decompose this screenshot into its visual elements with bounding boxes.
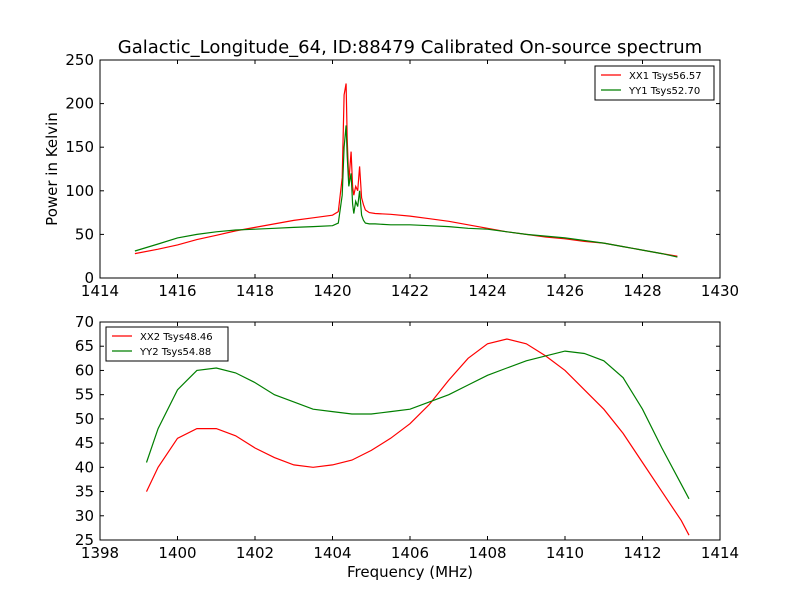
- top-x-tick-label: 1416: [158, 282, 196, 300]
- bottom-panel: 1398 1400 1402 1404 1406 1408 1410 1412 1414 25 30…: [75, 313, 739, 581]
- bottom-y-tick-label: 65: [75, 337, 94, 355]
- bottom-legend-label-1: XX2 Tsys48.46: [140, 332, 213, 343]
- top-legend-box: [594, 65, 715, 101]
- top-y-tick-label: 200: [65, 95, 94, 113]
- bottom-y-tick-label: 60: [75, 361, 94, 379]
- bottom-x-tick-label: 1402: [236, 544, 274, 562]
- bottom-x-axis-label: Frequency (MHz): [347, 563, 473, 581]
- bottom-y-tick-label: 55: [75, 386, 94, 404]
- bottom-y-tick-label: 40: [75, 458, 94, 476]
- top-x-tick-label: 1426: [546, 282, 584, 300]
- top-series-line-2: [134, 125, 678, 258]
- bottom-y-tick-label: 70: [75, 313, 94, 331]
- bottom-y-tick-label: 45: [75, 434, 94, 452]
- top-y-axis-label: Power in Kelvin: [43, 112, 61, 226]
- bottom-y-tick-label: 50: [75, 410, 94, 428]
- top-x-tick-label: 1430: [701, 282, 739, 300]
- bottom-x-tick-label: 1410: [546, 544, 584, 562]
- top-panel: 1414 1416 1418 1420 1422 1424 1426 1428 1430 0 50 1…: [43, 51, 739, 300]
- top-y-tick-label: 100: [65, 182, 94, 200]
- bottom-series-line-1: [145, 338, 690, 536]
- top-x-tick-label: 1428: [623, 282, 661, 300]
- top-series-line-1: [134, 83, 678, 257]
- bottom-x-tick-label: 1406: [391, 544, 429, 562]
- top-y-tick-label: 250: [65, 51, 94, 69]
- bottom-x-tick-label: 1400: [158, 544, 196, 562]
- bottom-y-tick-label: 35: [75, 483, 94, 501]
- top-legend-label-2: YY1 Tsys52.70: [628, 86, 700, 97]
- bottom-series-line-2: [145, 350, 690, 500]
- bottom-legend-box: [105, 326, 229, 362]
- top-x-tick-label: 1414: [81, 282, 119, 300]
- top-x-tick-label: 1422: [391, 282, 429, 300]
- top-x-tick-label: 1420: [313, 282, 351, 300]
- top-legend-label-1: XX1 Tsys56.57: [629, 71, 702, 82]
- top-x-tick-label: 1418: [236, 282, 274, 300]
- top-y-tick-label: 150: [65, 138, 94, 156]
- bottom-y-tick-label: 25: [75, 531, 94, 549]
- bottom-x-tick-label: 1408: [468, 544, 506, 562]
- bottom-legend-label-2: YY2 Tsys54.88: [139, 347, 211, 358]
- top-y-tick-label: 50: [75, 225, 94, 243]
- bottom-x-tick-label: 1398: [81, 544, 119, 562]
- top-x-tick-label: 1424: [468, 282, 506, 300]
- top-y-tick-label: 0: [84, 269, 94, 287]
- bottom-x-tick-label: 1412: [623, 544, 661, 562]
- bottom-x-tick-label: 1414: [701, 544, 739, 562]
- bottom-y-tick-label: 30: [75, 507, 94, 525]
- chart-title: Galactic_Longitude_64, ID:88479 Calibrat…: [118, 37, 702, 58]
- bottom-x-tick-label: 1404: [313, 544, 351, 562]
